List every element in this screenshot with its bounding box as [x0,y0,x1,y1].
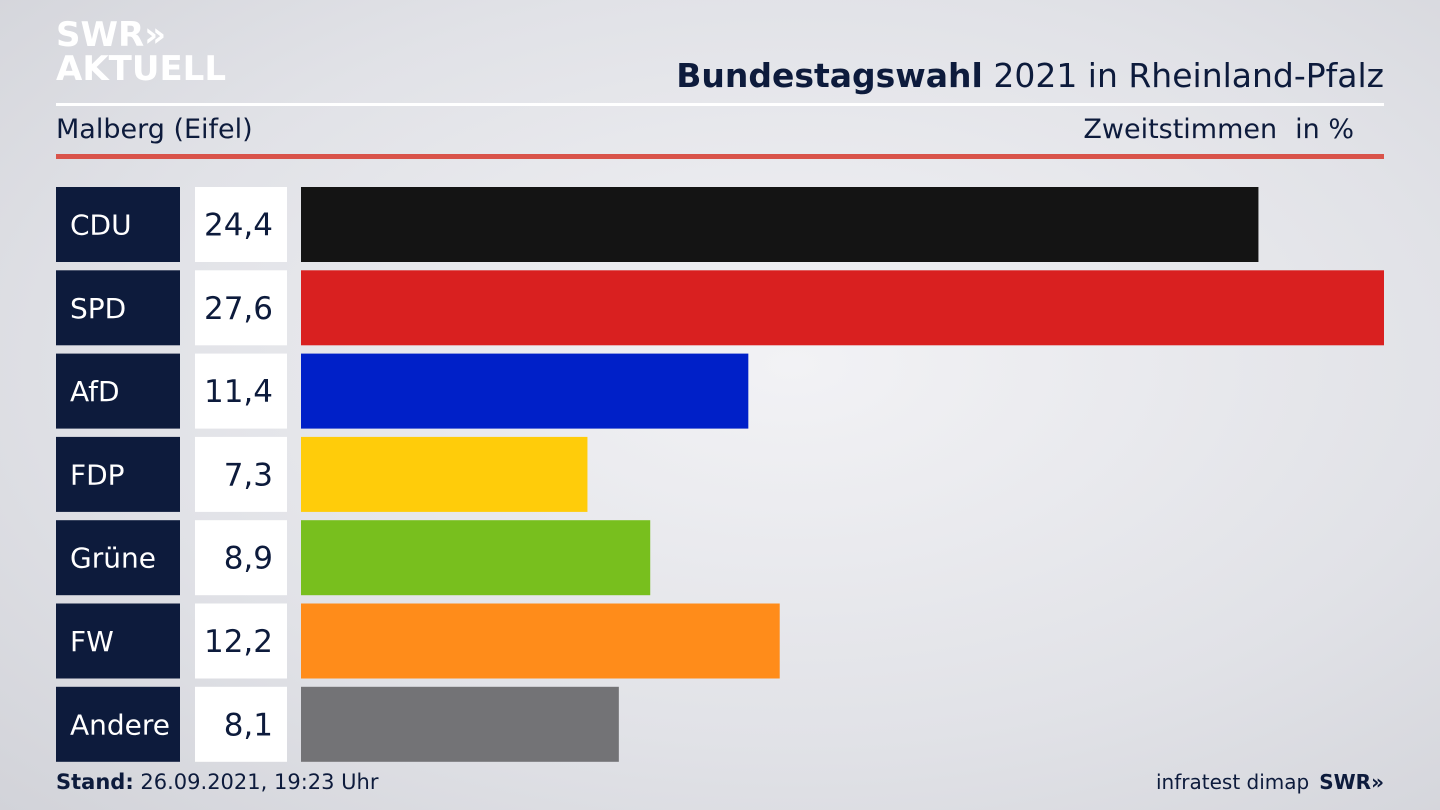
bar-afd [301,353,749,429]
value-box-fdp [195,436,287,512]
bar-gr-ne [301,520,651,596]
party-label-box-fdp [56,436,180,512]
title-bold: Bundestagswahl [676,56,983,95]
bar-andere [301,686,619,762]
stand-label: Stand: [56,770,134,794]
value-box-spd [195,270,287,346]
swr-footer-logo: SWR» [1319,770,1384,794]
party-label-fdp: FDP [70,458,125,491]
party-label-andere: Andere [70,708,170,741]
accent-divider [56,154,1384,159]
title-rest: 2021 in Rheinland-Pfalz [982,56,1384,95]
party-label-cdu: CDU [70,209,132,242]
logo-line-2: AKTUELL [56,49,227,89]
value-label-spd: 27,6 [204,291,273,327]
swr-aktuell-logo: SWR» AKTUELL [56,18,226,86]
logo-line-1: SWR» [56,15,167,55]
source-name: infratest dimap [1156,770,1310,794]
party-label-spd: SPD [70,292,126,325]
value-label-fdp: 7,3 [224,457,273,493]
bar-cdu [301,187,1259,262]
value-label-cdu: 24,4 [204,208,273,244]
measure-unit: in % [1295,114,1354,145]
value-label-gr-ne: 8,9 [224,541,273,577]
source-credit: infratest dimap SWR» [1156,770,1384,794]
measure-name: Zweitstimmen [1083,114,1278,145]
bar-spd [301,270,1384,346]
value-box-andere [195,686,287,762]
timestamp: Stand: 26.09.2021, 19:23 Uhr [56,770,379,794]
region-name: Malberg (Eifel) [56,114,253,145]
bar-fw [301,603,780,679]
page-title: Bundestagswahl 2021 in Rheinland-Pfalz [676,56,1384,95]
measure-label: Zweitstimmen in % [1083,114,1354,145]
value-label-andere: 8,1 [224,707,273,743]
party-label-fw: FW [70,625,114,658]
bar-fdp [301,436,588,512]
party-label-box-cdu [56,187,180,262]
party-label-box-gr-ne [56,520,180,596]
value-label-afd: 11,4 [204,374,273,410]
party-label-box-andere [56,686,180,762]
stand-value: 26.09.2021, 19:23 Uhr [133,770,379,794]
party-label-afd: AfD [70,375,120,408]
value-box-afd [195,353,287,429]
party-label-box-spd [56,270,180,346]
value-box-gr-ne [195,520,287,596]
party-label-gr-ne: Grüne [70,542,156,575]
value-box-cdu [195,187,287,262]
value-box-fw [195,603,287,679]
header-divider [56,103,1384,106]
value-label-fw: 12,2 [204,624,273,660]
party-label-box-fw [56,603,180,679]
party-label-box-afd [56,353,180,429]
